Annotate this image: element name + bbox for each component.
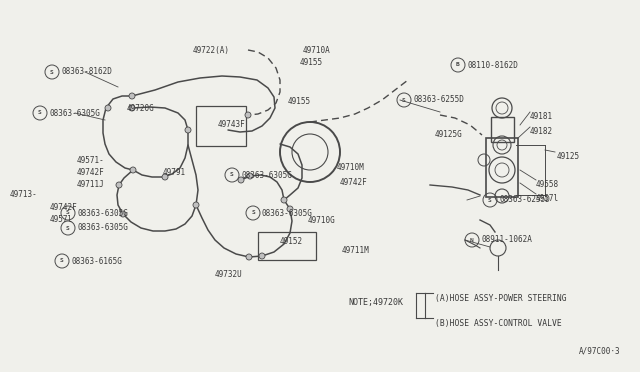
- Text: 08363-6165G: 08363-6165G: [71, 257, 122, 266]
- Text: S: S: [66, 225, 70, 231]
- Text: 49125G: 49125G: [435, 130, 463, 139]
- Text: 08110-8162D: 08110-8162D: [467, 61, 518, 70]
- Text: 49155: 49155: [288, 97, 311, 106]
- Circle shape: [287, 206, 293, 212]
- Circle shape: [185, 127, 191, 133]
- Text: S: S: [60, 259, 64, 263]
- Text: 49742F: 49742F: [77, 168, 105, 177]
- Text: S: S: [66, 211, 70, 215]
- Text: 08363-6305G: 08363-6305G: [262, 208, 313, 218]
- Text: 49732U: 49732U: [215, 270, 243, 279]
- Text: 08363-6305G: 08363-6305G: [49, 109, 100, 118]
- Text: 49722(A): 49722(A): [193, 46, 230, 55]
- Circle shape: [245, 112, 251, 118]
- Text: A/97C00·3: A/97C00·3: [579, 346, 620, 355]
- Circle shape: [129, 105, 135, 111]
- Text: 49710M: 49710M: [337, 163, 365, 172]
- Text: 49558: 49558: [536, 180, 559, 189]
- Circle shape: [246, 254, 252, 260]
- Text: 08911-1062A: 08911-1062A: [481, 235, 532, 244]
- Text: 08363-6255D: 08363-6255D: [413, 96, 464, 105]
- Text: 08363-6305G: 08363-6305G: [241, 170, 292, 180]
- Text: 08363-6255D: 08363-6255D: [499, 196, 550, 205]
- Text: 08363-6305G: 08363-6305G: [77, 224, 128, 232]
- Text: 49791: 49791: [163, 168, 186, 177]
- Text: 4957l: 4957l: [50, 215, 73, 224]
- Text: 49181: 49181: [530, 112, 553, 121]
- Text: N: N: [470, 237, 474, 243]
- Circle shape: [259, 253, 265, 259]
- Text: 49125: 49125: [557, 152, 580, 161]
- Text: 49742F: 49742F: [50, 203, 77, 212]
- Circle shape: [129, 93, 135, 99]
- Text: 49710G: 49710G: [308, 216, 336, 225]
- Circle shape: [162, 174, 168, 180]
- Circle shape: [116, 182, 122, 188]
- Text: S: S: [230, 173, 234, 177]
- Text: NOTE;49720K: NOTE;49720K: [348, 298, 403, 307]
- Text: 49720G: 49720G: [127, 104, 155, 113]
- Text: 49742F: 49742F: [340, 178, 368, 187]
- Circle shape: [120, 211, 126, 217]
- Text: S: S: [251, 211, 255, 215]
- Text: (A)HOSE ASSY-POWER STEERING: (A)HOSE ASSY-POWER STEERING: [435, 294, 566, 303]
- Text: S: S: [38, 110, 42, 115]
- Text: S: S: [402, 97, 406, 103]
- Text: 49182: 49182: [530, 127, 553, 136]
- Bar: [258, 232, 316, 260]
- Text: (B)HOSE ASSY-CONTROL VALVE: (B)HOSE ASSY-CONTROL VALVE: [435, 319, 562, 328]
- Text: 08363-6305G: 08363-6305G: [77, 208, 128, 218]
- Text: B: B: [456, 62, 460, 67]
- Text: 49711M: 49711M: [342, 246, 370, 255]
- Text: 49711J: 49711J: [77, 180, 105, 189]
- Text: 49152: 49152: [280, 237, 303, 246]
- Text: 4957l: 4957l: [536, 194, 559, 203]
- Text: 49155: 49155: [300, 58, 323, 67]
- Text: S: S: [488, 198, 492, 202]
- Text: 49743F: 49743F: [218, 120, 246, 129]
- Circle shape: [105, 105, 111, 111]
- Circle shape: [130, 167, 136, 173]
- Circle shape: [247, 173, 253, 179]
- Bar: [196, 106, 246, 146]
- Circle shape: [238, 177, 244, 183]
- Text: S: S: [50, 70, 54, 74]
- Circle shape: [193, 202, 199, 208]
- Text: 49713-: 49713-: [10, 190, 38, 199]
- Text: 49710A: 49710A: [303, 46, 331, 55]
- Circle shape: [281, 197, 287, 203]
- Text: 49571-: 49571-: [77, 156, 105, 165]
- Text: 08363-8162D: 08363-8162D: [61, 67, 112, 77]
